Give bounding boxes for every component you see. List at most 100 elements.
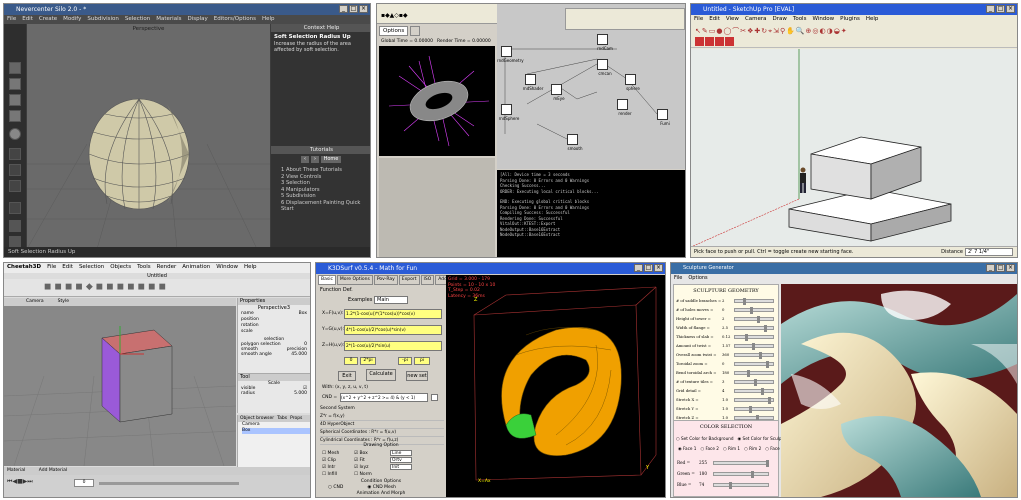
tab-options[interactable]: Options [379,26,409,36]
material-tab[interactable]: Material [7,468,26,473]
color-target-radio[interactable]: ◉ Face 1 [678,446,697,451]
tool-axis-icon[interactable] [9,148,21,160]
k3d-tab[interactable]: More Options [336,275,373,285]
draw-option-checkbox[interactable]: ☑ Fit [354,458,365,463]
tool-rotate-icon[interactable] [9,94,21,106]
distance-field[interactable]: 2' 7 1/4" [965,248,1013,256]
slider-thumb[interactable] [757,315,760,323]
menu-item[interactable]: Selection [124,16,151,22]
system-item[interactable]: Cylindrical Coordinates : R*r = f(u,z) [320,437,444,445]
param-slider[interactable] [734,297,774,305]
slider-thumb[interactable] [750,306,753,314]
smooth-angle-field[interactable]: 45.000 [291,352,307,357]
toolbar-icons[interactable]: ◼◼◼◼◆◼◼◼◼◼◼◼ [44,282,170,292]
color-target-radio[interactable]: ○ Face 3 [765,446,784,451]
cheetah-viewport[interactable] [4,306,237,467]
minimize-button[interactable]: _ [986,264,995,272]
cube-model[interactable] [101,326,173,423]
graph-node[interactable] [567,134,578,145]
close-button[interactable]: × [359,5,368,13]
param-slider[interactable] [734,351,774,359]
timeline-slider[interactable] [99,482,239,485]
view-labels[interactable]: Camera Style [26,299,83,304]
param-slider[interactable] [734,396,774,404]
menu-item[interactable]: File [674,275,683,281]
tutorial-link[interactable]: 3 Selection [281,180,310,186]
draw-option-checkbox[interactable]: ☑ Ixyz [354,465,369,470]
draw-option-checkbox[interactable]: ☐ Mesh [322,451,340,456]
visible-checkbox[interactable]: ☑ [302,386,307,391]
draw-option-checkbox[interactable]: ☐ Infill [322,472,337,477]
radius-field[interactable]: 5.000 [294,391,307,396]
k3d-render-view[interactable]: Grid = 3.000 - 179 Points = 10 - 10 x 10 T… [446,275,665,497]
menu-item[interactable]: Draw [772,16,787,22]
rgb-slider[interactable] [713,470,769,478]
surface-model[interactable] [501,327,622,456]
menu-item[interactable]: Render [156,264,177,270]
menu-item[interactable]: Tools [137,264,151,270]
slider-thumb[interactable] [766,459,769,467]
slider-thumb[interactable] [756,414,759,422]
menu-item[interactable]: Subdivision [87,16,119,22]
slider-thumb[interactable] [749,405,752,413]
rgb-slider[interactable] [713,481,769,489]
param-slider[interactable] [734,306,774,314]
slider-thumb[interactable] [761,387,764,395]
u-min-field[interactable]: 0 [344,357,358,365]
close-button[interactable]: × [1006,264,1015,272]
param-slider[interactable] [734,342,774,350]
sphere-model[interactable] [88,98,190,210]
maximize-button[interactable]: □ [349,5,358,13]
option-select[interactable]: Init [390,464,412,470]
menu-item[interactable]: Window [216,264,238,270]
toolbar-tools-row[interactable]: ↖✎▭●◯⌒✂❖✚↻⌖⇲⚲✋🔍⊕◎◐◑◒✦ [695,27,848,35]
slider-thumb[interactable] [759,351,762,359]
menu-item[interactable]: Display [187,16,208,22]
slider-thumb[interactable] [743,297,746,305]
slider-thumb[interactable] [768,396,771,404]
tool-view-icon[interactable] [9,202,21,214]
sculpture-color-radio[interactable]: ◉ Set Color for Sculpture [737,436,791,441]
examples-select[interactable]: Main [374,296,408,304]
browser-tab[interactable]: Tabs [277,416,288,421]
frame-field[interactable]: 0 [74,479,94,487]
tab-extra[interactable] [410,26,421,36]
menu-item[interactable]: Create [38,16,58,22]
system-item[interactable]: Spherical Coordinates : R*r = f(u,v) [320,429,444,437]
slider-thumb[interactable] [766,360,769,368]
tutorial-link[interactable]: 1 About These Tutorials [281,167,342,173]
x-expression[interactable]: 1.2*(1-cos(u))*(1*cos(u))*cos(v) [344,309,442,319]
param-slider[interactable] [734,405,774,413]
next-icon[interactable]: › [311,156,319,163]
tutorial-link[interactable]: 2 View Controls [281,173,322,180]
tutorial-link[interactable]: 5 Subdivision [281,193,316,199]
cnd-mesh-radio[interactable]: ◉ CND Mesh [367,485,396,490]
k3d-tab[interactable]: Basic [318,275,336,285]
toolbar-icons[interactable]: ▪◆▲◇▪◆ [381,12,408,19]
menu-item[interactable]: Edit [62,264,73,270]
polygon-selection-field[interactable]: 0 [304,342,307,347]
menu-item[interactable]: Modify [63,16,82,22]
tool-axis2-icon[interactable] [9,164,21,176]
menu-item[interactable]: Plugins [840,16,860,22]
tool-axis3-icon[interactable] [9,180,21,192]
smooth-field[interactable]: precision [286,347,307,352]
graph-node[interactable] [617,99,628,110]
menu-item[interactable]: File [7,16,17,22]
rgb-slider[interactable] [713,459,769,467]
graph-node[interactable] [501,46,512,57]
option-select[interactable]: Line [390,450,412,456]
minimize-button[interactable]: _ [634,264,643,272]
menu-item[interactable]: Selection [78,264,105,270]
graph-node[interactable] [501,104,512,115]
toolbar-views-row[interactable] [695,37,734,46]
prev-icon[interactable]: ‹ [301,156,309,163]
z-expression[interactable]: 2*(1-cos(u)/2)*sin(u) [344,341,442,351]
bg-color-radio[interactable]: ○ Set Color for Background [676,436,734,441]
color-target-radio[interactable]: ○ Rim 1 [722,446,741,451]
param-slider[interactable] [734,414,774,422]
cnd-radio[interactable]: ○ CND [328,485,344,490]
menu-item[interactable]: Animation [182,264,211,270]
menu-item[interactable]: Edit [22,16,33,22]
upper-box[interactable] [810,136,922,200]
